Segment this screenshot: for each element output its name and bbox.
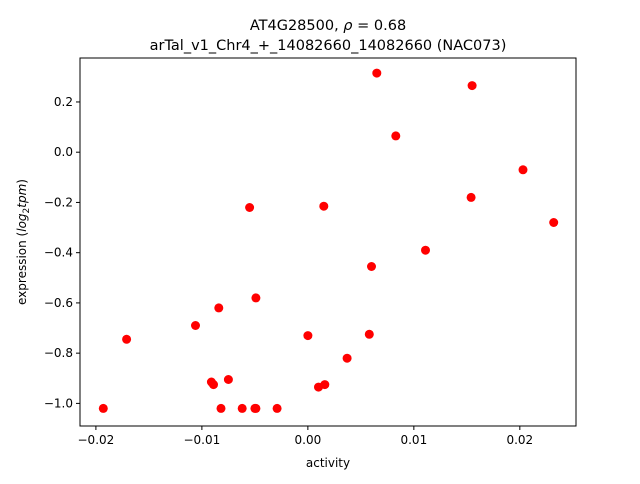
x-tick-label: 0.01	[400, 433, 427, 447]
data-point	[391, 131, 401, 141]
data-point	[272, 403, 282, 413]
rho-symbol: ρ	[343, 18, 353, 34]
data-point	[98, 403, 108, 413]
y-axis: 0.2 0.0 −0.2 −0.4 −0.6 −0.8 −1.0	[44, 95, 80, 410]
y-tick-label: −1.0	[44, 396, 73, 410]
data-point	[467, 81, 477, 91]
chart-title-line2: arTal_v1_Chr4_+_14082660_14082660 (NAC07…	[150, 38, 507, 54]
y-axis-label: expression (log2tpm)	[15, 179, 32, 305]
data-point	[223, 375, 233, 384]
data-point	[364, 329, 374, 339]
data-point	[245, 203, 255, 212]
data-point	[421, 245, 430, 255]
data-point	[518, 165, 528, 175]
x-tick-label: −0.02	[78, 433, 115, 447]
data-point	[367, 262, 376, 271]
axes-frame	[79, 57, 577, 427]
x-axis: −0.02 −0.01 0.00 0.01 0.02	[78, 426, 533, 447]
data-point	[122, 334, 132, 344]
x-tick-label: 0.02	[506, 433, 533, 447]
data-point	[251, 403, 261, 413]
data-point	[237, 403, 247, 413]
y-tick-label: 0.0	[54, 145, 73, 159]
y-tick-label: −0.4	[44, 246, 73, 260]
x-axis-label: activity	[306, 456, 350, 470]
data-point	[549, 218, 559, 227]
data-point	[251, 293, 261, 303]
data-point	[342, 353, 352, 363]
y-tick-label: −0.8	[44, 346, 73, 360]
data-point	[191, 321, 200, 330]
x-tick-label: 0.00	[295, 433, 322, 447]
data-point	[303, 331, 313, 341]
data-point	[372, 68, 382, 78]
data-point	[466, 192, 476, 202]
y-tick-label: −0.2	[44, 195, 73, 209]
data-point	[209, 380, 218, 390]
data-point	[214, 303, 224, 313]
x-tick-label: −0.01	[183, 433, 220, 447]
data-point	[319, 201, 329, 211]
data-point	[320, 380, 330, 390]
plot-area	[98, 68, 559, 413]
y-tick-label: −0.6	[44, 296, 73, 310]
y-tick-label: 0.2	[54, 95, 73, 109]
chart-title-line1: AT4G28500, ρ = 0.68	[250, 18, 406, 34]
data-point	[216, 403, 226, 413]
